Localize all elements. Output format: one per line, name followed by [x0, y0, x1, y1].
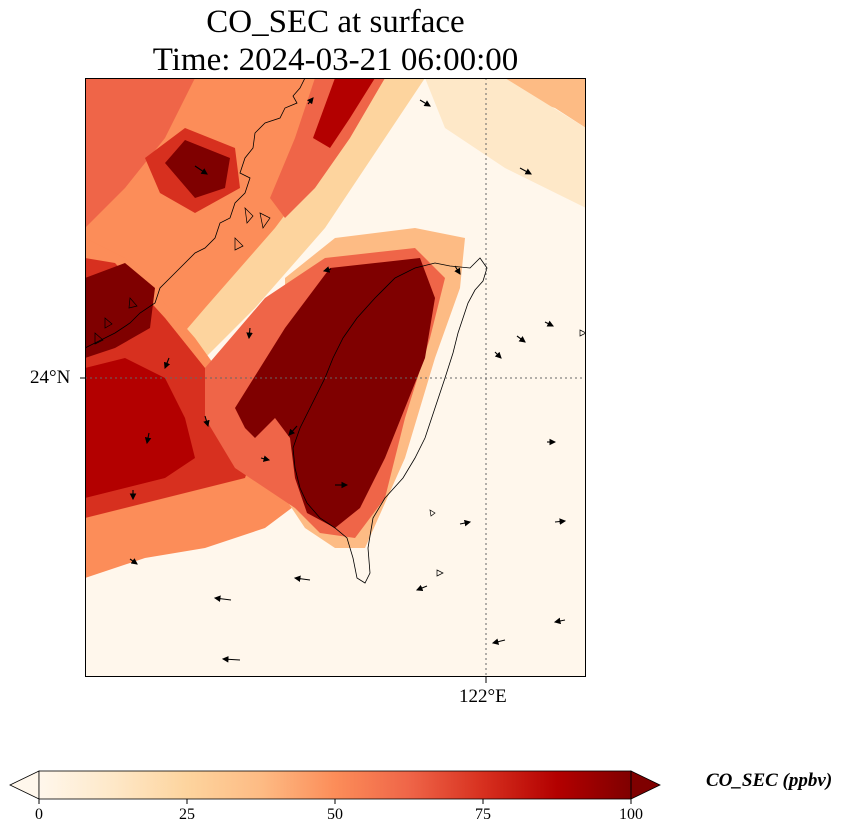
mainland-coastline [85, 78, 306, 349]
colorbar-label: CO_SEC (ppbv) [706, 770, 833, 791]
wind-vector [129, 558, 138, 565]
field-band-nw-strong [85, 78, 195, 228]
small-island-east [429, 329, 586, 577]
wind-vector [144, 432, 152, 445]
map-title: CO_SEC at surface [206, 4, 465, 40]
wind-vector [306, 97, 314, 105]
colorbar-gradient [39, 771, 631, 799]
field-plume-core [235, 258, 435, 528]
field-west-mid [85, 358, 195, 498]
wind-vector [415, 584, 428, 592]
lon-tick-mark [485, 677, 487, 683]
wind-vector [221, 656, 241, 663]
wind-vector [419, 99, 431, 107]
wind-vector [288, 425, 298, 436]
colorbar-extend-min [9, 770, 40, 800]
colorbar [9, 770, 661, 804]
wind-vector [322, 266, 332, 273]
map-panel [85, 78, 586, 677]
colorbar-tick-25: 25 [179, 806, 195, 823]
field-hotspot-north-core [165, 140, 230, 198]
wind-vector [260, 455, 271, 462]
wind-vector [163, 357, 171, 370]
colorbar-tick-0: 0 [35, 806, 43, 823]
colorbar-tick-50: 50 [327, 806, 343, 823]
wind-vector [553, 617, 566, 625]
wind-vector [454, 265, 461, 275]
wind-vector [246, 327, 253, 340]
wind-vectors [129, 97, 567, 663]
mainland-coastline-islands [94, 207, 271, 345]
wind-vector [519, 167, 532, 175]
wind-vector [491, 638, 506, 645]
wind-vector [554, 518, 567, 525]
wind-vector [494, 351, 502, 359]
map-time-subtitle: Time: 2024-03-21 06:00:00 [152, 42, 519, 78]
field-west-core [85, 263, 155, 358]
lat-tick-mark [80, 377, 86, 379]
lon-tick-label: 122°E [459, 686, 507, 707]
wind-vector [516, 335, 526, 343]
colorbar-tick-100: 100 [619, 806, 643, 823]
concentration-map [85, 78, 586, 677]
wind-vector [213, 595, 232, 602]
taiwan-coastline [292, 257, 488, 584]
wind-vector [544, 320, 554, 327]
field-band-north-core [313, 78, 375, 148]
wind-vector [293, 575, 311, 582]
wind-vector [203, 415, 210, 428]
colorbar-tick-75: 75 [475, 806, 491, 823]
lat-tick-label: 24°N [30, 367, 71, 388]
field-band-north-strong [270, 78, 385, 218]
colorbar-extend-max [630, 770, 661, 800]
field-band-east-pale [425, 78, 586, 208]
wind-vector [459, 519, 472, 527]
wind-vector [194, 165, 208, 175]
